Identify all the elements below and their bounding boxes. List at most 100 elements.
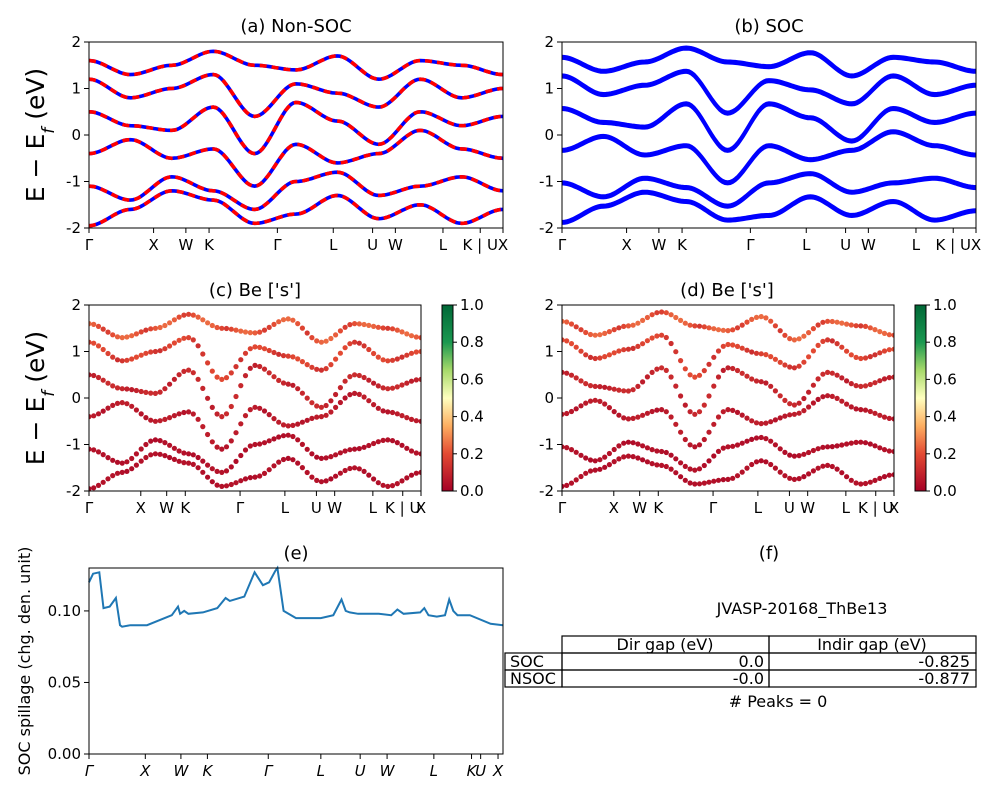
projected-point <box>280 353 287 359</box>
projected-point <box>418 418 421 424</box>
projected-point <box>181 460 187 466</box>
projected-point <box>592 467 598 473</box>
projected-point <box>167 442 173 448</box>
material-name: JVASP-20168_ThBe13 <box>716 599 888 619</box>
projected-point <box>304 417 310 423</box>
projected-point <box>299 441 305 447</box>
projected-point <box>891 448 894 455</box>
projected-point <box>891 374 894 380</box>
y-tick-label: -2 <box>539 482 554 500</box>
projected-point <box>200 351 206 357</box>
projected-point <box>356 372 362 379</box>
projected-point <box>356 466 362 472</box>
projected-point <box>872 443 878 449</box>
projected-point <box>200 317 206 323</box>
projected-point <box>190 337 196 343</box>
projected-point <box>333 356 339 362</box>
band-line-nsoc-dashed <box>89 128 503 189</box>
projected-point <box>810 326 817 332</box>
projected-point <box>881 414 888 420</box>
projected-point <box>687 466 693 472</box>
projected-point <box>114 459 121 465</box>
projected-point <box>257 441 263 447</box>
projected-point <box>644 338 651 344</box>
projected-point <box>209 322 215 329</box>
projected-point <box>385 358 391 364</box>
projected-point <box>649 461 655 467</box>
y-tick-label: -2 <box>66 482 81 500</box>
projected-point <box>366 346 372 353</box>
projected-point <box>133 331 139 337</box>
projected-point <box>129 333 135 339</box>
projected-point <box>711 383 717 389</box>
projected-point <box>862 480 869 487</box>
projected-point <box>616 412 622 418</box>
panel-c-ylabel: E − Ef (eV) <box>21 331 59 465</box>
projected-point <box>877 445 883 451</box>
projected-point <box>323 366 329 372</box>
projected-point <box>399 382 405 388</box>
band-line <box>562 103 976 153</box>
projected-point <box>285 353 291 359</box>
projected-point <box>385 386 391 392</box>
projected-point <box>186 460 192 466</box>
projected-point <box>205 395 211 401</box>
projected-point <box>663 449 669 456</box>
projected-point <box>276 351 282 357</box>
projected-point <box>753 314 760 320</box>
projected-point <box>219 325 225 331</box>
projected-point <box>602 401 608 407</box>
projected-point <box>891 472 894 478</box>
projected-point <box>214 468 220 474</box>
gap-table: Dir gap (eV) Indir gap (eV) SOC 0.0 -0.8… <box>504 635 977 688</box>
projected-point <box>366 377 372 383</box>
projected-point <box>649 369 655 375</box>
projected-point <box>696 409 703 415</box>
projected-point <box>295 356 301 362</box>
projected-point <box>124 459 130 465</box>
projected-point <box>568 447 575 453</box>
projected-point <box>858 407 864 413</box>
projected-point <box>715 348 722 354</box>
projected-point <box>91 321 97 327</box>
projected-point <box>739 440 745 446</box>
x-tick-label: K <box>204 236 215 254</box>
projected-point <box>696 481 703 487</box>
y-tick-label: 1 <box>71 343 81 361</box>
projected-point <box>625 346 632 352</box>
projected-point <box>815 446 821 452</box>
projected-point <box>772 356 779 362</box>
projected-point <box>839 470 845 476</box>
projected-point <box>328 454 334 460</box>
projected-point <box>323 478 329 484</box>
projected-point <box>266 438 272 444</box>
x-tick-label: K | U <box>858 499 893 517</box>
projected-point <box>257 473 263 479</box>
projected-point <box>200 424 206 430</box>
projected-point <box>825 393 831 399</box>
panel-e-ylabel: SOC spillage (chg. den. unit) <box>15 547 34 776</box>
projected-point <box>105 350 111 357</box>
projected-point <box>829 318 835 325</box>
projected-point <box>715 477 722 483</box>
projected-point <box>190 312 196 318</box>
projected-point <box>342 378 348 384</box>
projected-point <box>271 374 277 380</box>
projected-point <box>110 332 116 338</box>
x-tick-label: W <box>159 499 174 517</box>
projected-point <box>333 391 339 398</box>
projected-point <box>91 413 97 419</box>
projected-point <box>568 372 575 378</box>
projected-point <box>640 443 646 449</box>
band-line <box>562 129 976 184</box>
projected-point <box>138 388 144 395</box>
projected-point <box>133 387 139 394</box>
projected-point <box>238 328 244 334</box>
projected-point <box>314 338 320 344</box>
projected-point <box>867 408 873 415</box>
projected-point <box>654 366 660 372</box>
projected-point <box>872 477 878 483</box>
projected-point <box>304 446 310 452</box>
